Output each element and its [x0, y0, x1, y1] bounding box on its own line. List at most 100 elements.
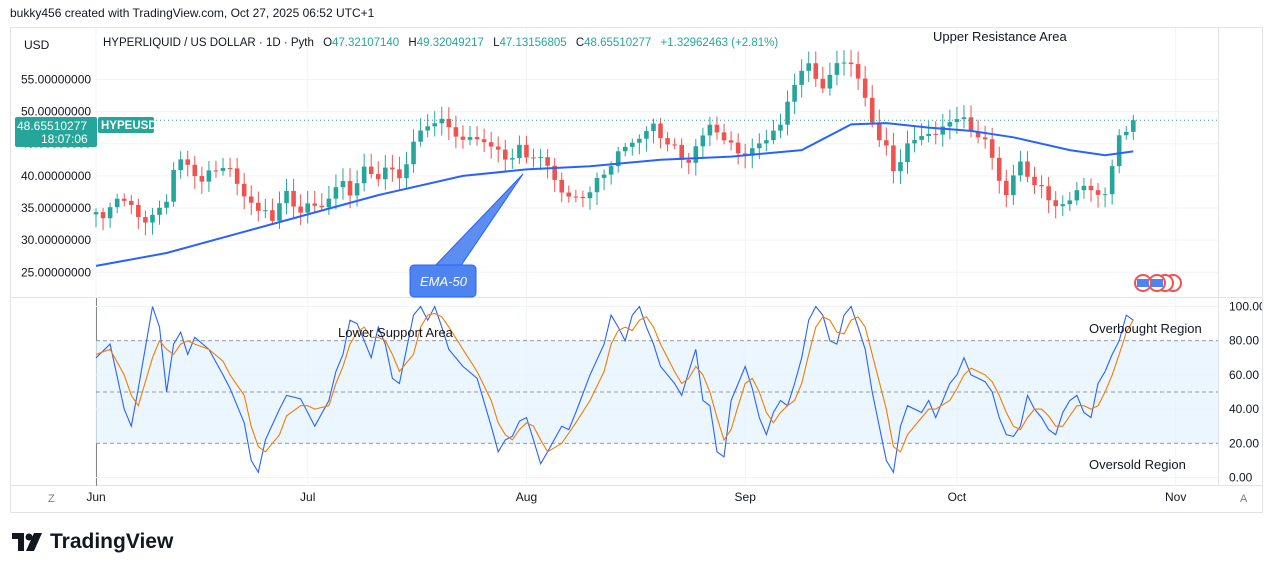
candle-down [291, 190, 296, 207]
candle-up [326, 198, 332, 208]
candle-up [263, 210, 268, 212]
candle-up [107, 207, 113, 219]
candle-up [700, 135, 706, 147]
candle-up [1102, 194, 1108, 196]
stoch-k-line [95, 305, 1134, 474]
candle-up [799, 70, 804, 85]
candle-up [1109, 166, 1115, 195]
candle-down [270, 210, 275, 221]
candle-up [778, 124, 783, 131]
candle-up [792, 84, 797, 102]
stoch-d-line [95, 312, 1134, 453]
candle-down [347, 181, 353, 196]
candle-down [869, 97, 875, 123]
legend-l-label: L [493, 37, 500, 49]
candle-down [531, 157, 536, 159]
candle-up [284, 190, 289, 204]
candle-up [1081, 185, 1087, 191]
candle-up [1123, 131, 1129, 136]
candle-down [820, 78, 826, 89]
candle-up [206, 170, 212, 182]
candle-down [876, 122, 882, 141]
price-tag-countdown: 18:07:06 [41, 132, 88, 146]
candle-up [912, 139, 917, 144]
ema-callout-label: EMA-50 [420, 274, 468, 289]
candle-down [545, 157, 550, 166]
candle-down [552, 165, 557, 180]
candle-up [940, 126, 946, 135]
candle-down [1032, 176, 1037, 186]
candle-down [968, 117, 974, 132]
candle-up [947, 122, 953, 127]
chart-canvas[interactable]: 55.0000000050.0000000045.0000000040.0000… [11, 28, 1266, 512]
candle-down [121, 198, 127, 201]
candle-down [248, 196, 254, 203]
stoch-tick-label: 20.00 [1229, 436, 1259, 450]
candle-down [891, 145, 896, 172]
price-tag-ticker: HYPEUSD [101, 120, 157, 132]
candle-down [128, 200, 134, 205]
candle-up [432, 123, 438, 127]
candle-down [848, 62, 854, 65]
brand-name: TradingView [50, 530, 174, 553]
candle-down [312, 203, 318, 206]
candle-down [728, 140, 734, 143]
candle-down [1039, 185, 1044, 187]
candle-up [827, 74, 833, 89]
candle-down [495, 146, 501, 150]
candle-down [213, 170, 219, 172]
candle-up [510, 158, 515, 160]
price-tag: 48.65510277 18:07:06 HYPEUSD [15, 117, 157, 147]
candle-down [1046, 186, 1051, 201]
legend-change: +1.32962463 (+2.81%) [661, 37, 779, 49]
time-tick-label: Jun [86, 490, 105, 504]
chart-frame[interactable]: 55.0000000050.0000000045.0000000040.0000… [10, 27, 1266, 513]
price-tick-label: 25.00000000 [21, 265, 91, 279]
candle-down [996, 157, 1002, 181]
candle-up [764, 140, 769, 144]
stoch-tick-label: 0.00 [1229, 470, 1253, 484]
currency-label: USD [24, 38, 50, 52]
candle-down [989, 139, 995, 158]
candle-up [425, 126, 430, 131]
candle-down [481, 139, 487, 143]
candle-up [749, 148, 755, 156]
tradingview-logo-icon [12, 533, 42, 551]
candle-down [1025, 161, 1030, 177]
zoom-button[interactable]: Z [41, 489, 65, 507]
candle-down [234, 168, 240, 184]
candle-up [637, 138, 642, 143]
price-pane[interactable] [96, 28, 1218, 298]
candle-down [460, 136, 466, 140]
candle-up [383, 167, 388, 180]
time-axis-labels: Jun Jul Aug Sep Oct Nov [86, 490, 1186, 504]
economic-events-icon[interactable] [1134, 274, 1182, 292]
ema-50-path [95, 122, 1134, 267]
svg-text:A: A [1240, 493, 1248, 505]
auto-scale-button[interactable]: A [1233, 489, 1257, 507]
candle-up [220, 168, 226, 171]
currency-button[interactable]: USD [13, 34, 59, 56]
oversold-label: Oversold Region [1089, 457, 1186, 472]
legend-l-value: 47.13156805 [499, 37, 566, 49]
candle-up [1011, 175, 1016, 196]
svg-text:Z: Z [48, 493, 55, 505]
candle-up [608, 166, 614, 175]
stoch-tick-label: 60.00 [1229, 368, 1259, 382]
candle-up [467, 137, 473, 140]
candle-up [157, 207, 162, 215]
candle-down [241, 183, 247, 197]
candle-down [665, 138, 670, 145]
candle-up [439, 118, 445, 124]
price-tick-label: 40.00000000 [21, 169, 91, 183]
candle-up [785, 101, 790, 125]
candle-up [340, 181, 346, 188]
price-tick-label: 50.00000000 [21, 105, 91, 119]
candle-down [982, 137, 988, 140]
candle-down [735, 142, 741, 154]
stoch-axis-labels: 100.00 80.00 60.00 40.00 20.00 0.00 [1229, 300, 1266, 485]
candle-down [721, 132, 727, 141]
candle-down [679, 144, 684, 160]
legend-o-label: O [323, 37, 332, 49]
lower-support-label: Lower Support Area [338, 325, 454, 340]
